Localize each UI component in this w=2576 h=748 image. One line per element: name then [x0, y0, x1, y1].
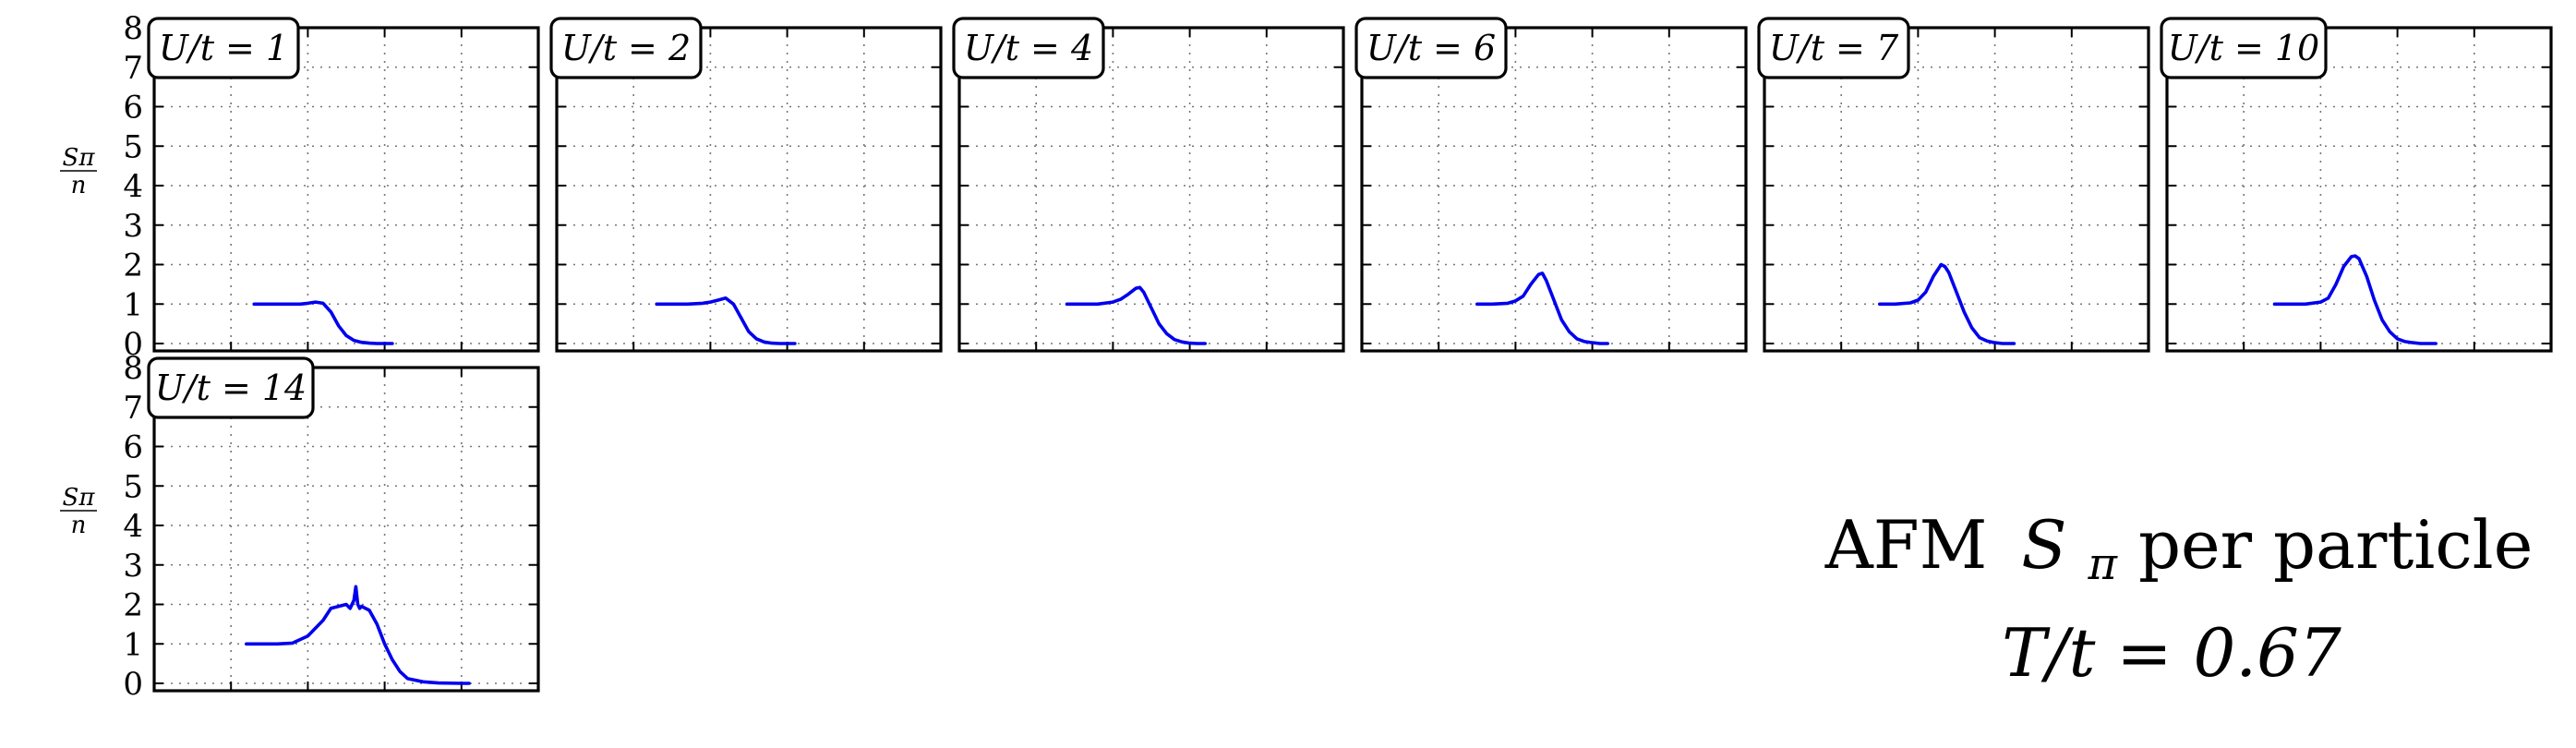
y-tick-label: 1: [123, 626, 143, 663]
y-axis-label: Sπn: [60, 144, 97, 199]
y-tick-label: 7: [123, 50, 143, 87]
series-line: [1878, 262, 2016, 345]
panel-frame: [2165, 26, 2553, 353]
panel-label-box: U/t = 2: [549, 17, 703, 79]
panel-label-frame: [147, 356, 315, 419]
figure-title-subscript: π: [2088, 538, 2119, 590]
panel-label: U/t = 2: [561, 28, 691, 68]
figure-title-main: AFM: [1824, 506, 1988, 584]
y-tick-label: 3: [123, 208, 143, 245]
panel-label-frame: [1757, 17, 1910, 79]
figure-subtitle: T/t = 0.67: [2002, 614, 2341, 692]
panel-frame: [1763, 26, 2150, 353]
series-line: [1475, 271, 1609, 345]
y-tick-label: 5: [123, 128, 143, 165]
panel-5: U/t = 7: [1757, 17, 2150, 353]
y-tick-label: 0: [123, 666, 143, 703]
panel-frame: [152, 26, 540, 353]
y-tick-label: 1: [123, 286, 143, 323]
panel-label-box: U/t = 1: [147, 17, 300, 79]
y-tick-label: 8: [123, 350, 143, 387]
panel-label-frame: [147, 17, 300, 79]
y-tick-label: 7: [123, 390, 143, 427]
figure-title-rest: per particle: [2138, 506, 2533, 584]
panel-label-box: U/t = 14: [147, 356, 315, 419]
y-tick-label: 3: [123, 548, 143, 585]
panel-label-box: U/t = 4: [952, 17, 1105, 79]
panel-label: U/t = 7: [1769, 28, 1899, 68]
panel-frame: [957, 26, 1345, 353]
panel-label: U/t = 10: [2168, 28, 2319, 68]
series-line: [655, 296, 797, 345]
panel-label-frame: [1354, 17, 1508, 79]
y-axis-label-denominator: n: [71, 172, 87, 199]
figure-title: AFM S π per particle: [1824, 506, 2534, 595]
panel-label-frame: [952, 17, 1105, 79]
series-line: [2272, 254, 2438, 345]
y-tick-label: 2: [123, 247, 143, 284]
y-tick-label: 5: [123, 468, 143, 505]
y-tick-label: 4: [123, 508, 143, 545]
panel-label: U/t = 1: [159, 28, 288, 68]
panel-frame: [1360, 26, 1748, 353]
panel-label-box: U/t = 6: [1354, 17, 1508, 79]
panel-label-frame: [549, 17, 703, 79]
panel-label-box: U/t = 7: [1757, 17, 1910, 79]
panel-label-box: U/t = 10: [2160, 17, 2328, 79]
panel-label: U/t = 4: [964, 28, 1093, 68]
y-axis-label: Sπn: [60, 484, 97, 539]
panel-label: U/t = 14: [155, 368, 307, 408]
y-tick-label: 0: [123, 326, 143, 363]
y-tick-label: 6: [123, 90, 143, 127]
panel-2: U/t = 2: [549, 17, 943, 353]
panel-label: U/t = 6: [1366, 28, 1496, 68]
panel-label-frame: [2160, 17, 2328, 79]
y-tick-label: 4: [123, 168, 143, 205]
panel-6: U/t = 10: [2160, 17, 2553, 353]
figure-title-symbol: S: [2021, 506, 2066, 584]
panel-4: U/t = 6: [1354, 17, 1748, 353]
series-line: [1065, 285, 1207, 345]
panel-frame: [555, 26, 943, 353]
series-line: [244, 585, 471, 685]
panel-frame: [152, 366, 540, 693]
figure-title-block: AFM S π per particle T/t = 0.67: [1824, 506, 2534, 692]
y-axis-label-numerator: Sπ: [63, 144, 96, 172]
y-axis-label-numerator: Sπ: [63, 484, 96, 512]
y-tick-label: 6: [123, 429, 143, 466]
panel-3: U/t = 4: [952, 17, 1345, 353]
series-line: [252, 300, 394, 345]
y-tick-label: 2: [123, 587, 143, 624]
y-tick-label: 8: [123, 10, 143, 47]
y-axis-label-denominator: n: [71, 512, 87, 539]
